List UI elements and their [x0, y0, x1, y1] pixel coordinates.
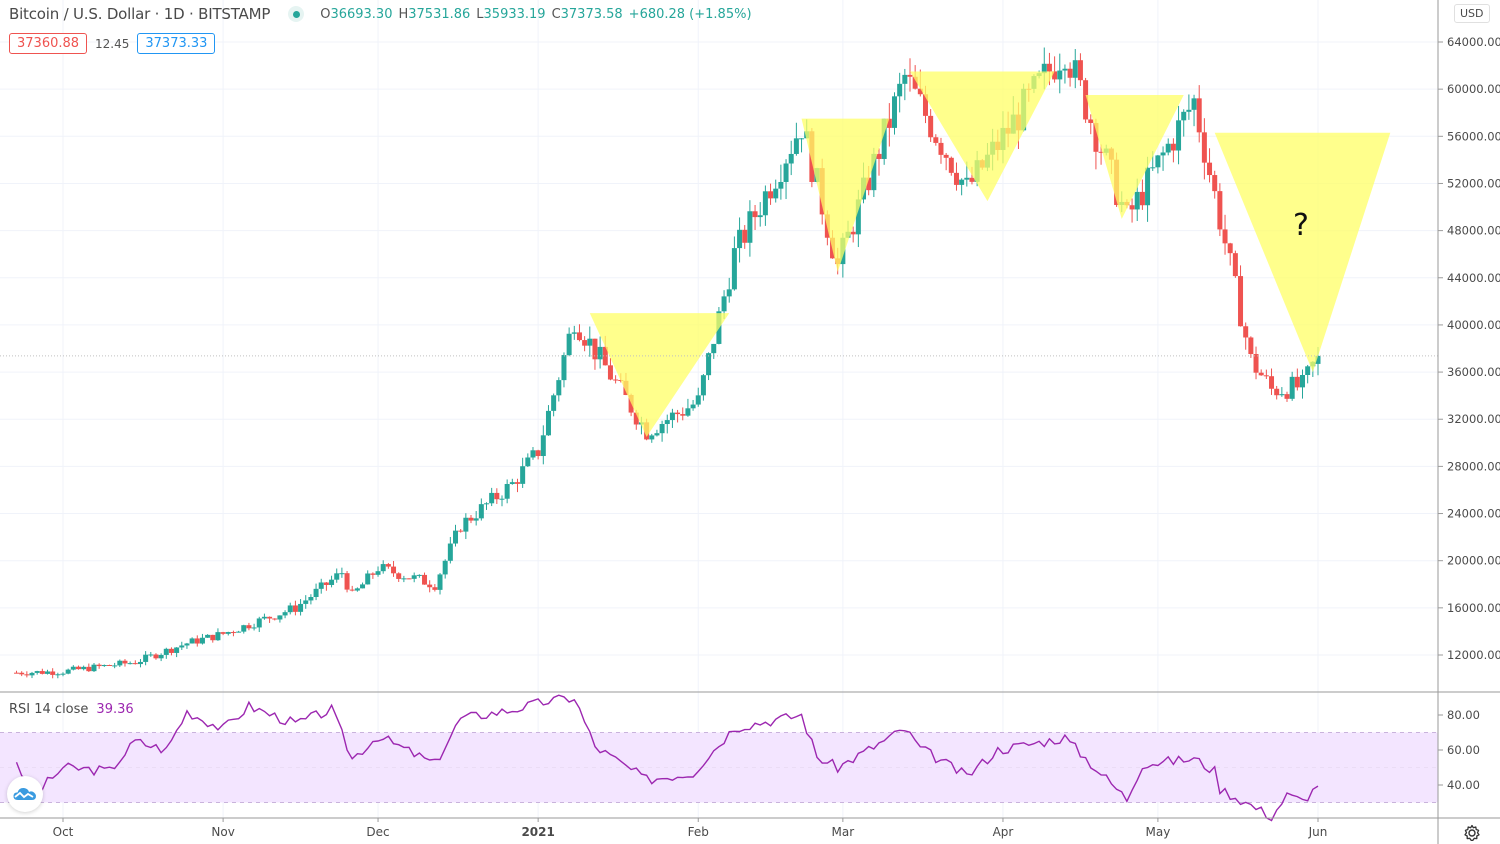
svg-text:Oct: Oct: [53, 825, 74, 839]
high-value: 37531.86: [408, 6, 471, 22]
svg-text:64000.00: 64000.00: [1447, 35, 1500, 49]
svg-text:52000.00: 52000.00: [1447, 176, 1500, 190]
ohlc-values: O36693.30 H37531.86 L35933.19 C37373.58 …: [320, 6, 752, 22]
price-axis[interactable]: 64000.00 60000.00 56000.00 52000.00 48000.00…: [1438, 35, 1500, 662]
svg-text:Apr: Apr: [993, 825, 1014, 839]
svg-text:Dec: Dec: [366, 825, 389, 839]
svg-text:24000.00: 24000.00: [1447, 507, 1500, 521]
svg-text:20000.00: 20000.00: [1447, 554, 1500, 568]
svg-text:80.00: 80.00: [1447, 708, 1480, 722]
spread-value: 12.45: [95, 36, 130, 51]
svg-text:56000.00: 56000.00: [1447, 129, 1500, 143]
inverted-triangle-drawing[interactable]: [909, 71, 1055, 202]
tradingview-logo-button[interactable]: [7, 776, 43, 812]
svg-text:28000.00: 28000.00: [1447, 459, 1500, 473]
rsi-value: 39.36: [96, 702, 134, 717]
svg-text:Mar: Mar: [832, 825, 855, 839]
inverted-triangle-drawing[interactable]: [589, 313, 730, 437]
bid-ask-panel: 37360.88 12.45 37373.33: [9, 33, 216, 54]
svg-text:12000.00: 12000.00: [1447, 648, 1500, 662]
svg-text:40.00: 40.00: [1447, 778, 1480, 792]
symbol-title[interactable]: Bitcoin / U.S. Dollar · 1D · BITSTAMP: [9, 5, 271, 23]
svg-text:Nov: Nov: [211, 825, 234, 839]
rsi-legend: RSI 14 close 39.36: [9, 702, 134, 717]
svg-text:16000.00: 16000.00: [1447, 601, 1500, 615]
svg-text:40000.00: 40000.00: [1447, 318, 1500, 332]
svg-text:Jun: Jun: [1308, 825, 1328, 839]
rsi-line: [15, 694, 1319, 822]
time-axis[interactable]: Oct Nov Dec 2021 Feb Mar Apr May Jun: [53, 818, 1328, 839]
svg-text:36000.00: 36000.00: [1447, 365, 1500, 379]
open-value: 36693.30: [330, 6, 393, 22]
close-value: 37373.58: [560, 6, 623, 22]
svg-text:60000.00: 60000.00: [1447, 82, 1500, 96]
svg-text:48000.00: 48000.00: [1447, 224, 1500, 238]
svg-text:Feb: Feb: [688, 825, 709, 839]
annotation-question-mark: ?: [1293, 208, 1309, 243]
triangle-annotations: [589, 71, 1391, 437]
svg-text:32000.00: 32000.00: [1447, 412, 1500, 426]
rsi-label[interactable]: RSI 14 close: [9, 702, 89, 717]
sell-price-button[interactable]: 37360.88: [9, 33, 88, 54]
svg-text:2021: 2021: [521, 825, 554, 839]
inverted-triangle-drawing[interactable]: [1214, 132, 1391, 373]
inverted-triangle-drawing[interactable]: [801, 118, 890, 272]
currency-label[interactable]: USD: [1454, 4, 1490, 23]
rsi-axis[interactable]: 80.00 60.00 40.00: [1438, 708, 1480, 792]
svg-text:60.00: 60.00: [1447, 743, 1480, 757]
svg-text:May: May: [1145, 825, 1170, 839]
change-value: +680.28 (+1.85%): [628, 6, 752, 22]
grid: [0, 0, 1438, 818]
svg-text:44000.00: 44000.00: [1447, 271, 1500, 285]
settings-gear-icon[interactable]: [1462, 823, 1482, 843]
buy-price-button[interactable]: 37373.33: [137, 33, 216, 54]
rsi-band: [0, 732, 1438, 803]
low-value: 35933.19: [483, 6, 546, 22]
inverted-triangle-drawing[interactable]: [1085, 95, 1184, 219]
cloud-logo-icon: [13, 787, 37, 800]
symbol-legend: Bitcoin / U.S. Dollar · 1D · BITSTAMP O3…: [9, 5, 752, 23]
market-open-dot-icon: [288, 6, 305, 22]
